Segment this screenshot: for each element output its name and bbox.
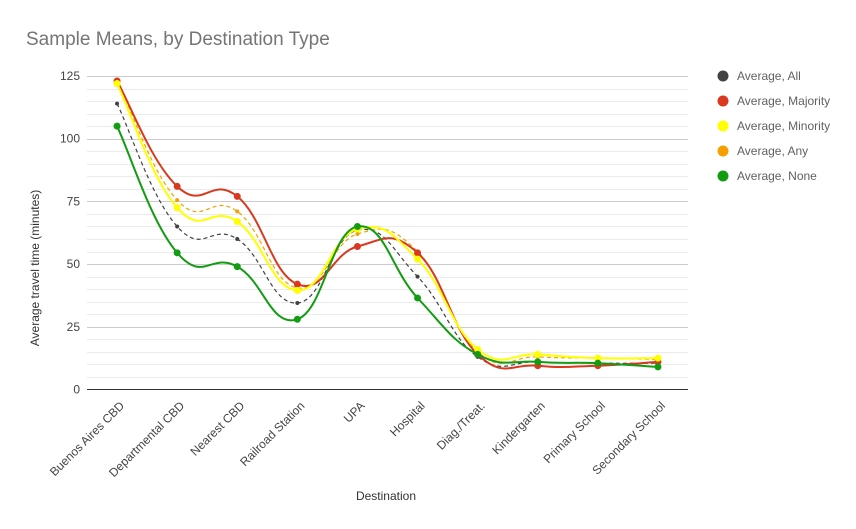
series-line [116,79,659,364]
chart-title: Sample Means, by Destination Type [26,29,330,50]
y-tick-label: 25 [67,320,81,334]
legend-marker [717,170,729,182]
data-point [414,249,422,257]
data-point [173,249,181,257]
x-tick-label: UPA [341,399,368,426]
x-axis-label: Destination [356,489,416,503]
x-tick-label: Railroad Station [237,399,307,469]
data-point [594,359,602,367]
legend-label: Average, Minority [737,119,830,133]
series-points [113,77,662,371]
data-point [293,286,301,294]
data-point [233,217,241,225]
legend: Average, All Average, Majority Average, Mi… [717,69,830,183]
data-point [233,192,241,200]
x-tick-label: Hospital [387,399,428,440]
legend-label: Average, None [737,169,817,183]
y-tick-label: 75 [67,194,81,208]
data-point [233,263,241,271]
data-point [235,237,240,242]
data-point [235,209,240,214]
series-line [116,103,659,367]
data-point [295,300,300,305]
legend-marker [717,95,729,107]
data-point [414,255,422,263]
legend-marker [717,145,729,157]
legend-label: Average, Majority [737,94,830,108]
series-line [116,125,659,368]
data-point [293,280,301,288]
data-point [173,204,181,212]
y-axis-label: Average travel time (minutes) [28,190,42,347]
series-lines [116,79,659,370]
y-tick-label: 50 [67,257,81,271]
legend-marker [717,120,729,132]
series-line [116,80,659,370]
data-point [415,274,420,279]
data-point [175,198,180,203]
data-point [175,224,180,229]
y-axis-ticks: 0 25 50 75 100 125 [60,69,80,397]
data-point [113,122,121,130]
data-point [353,243,361,251]
legend-label: Average, Any [737,144,808,158]
data-point [654,363,662,371]
data-point [355,232,360,237]
data-point [534,350,542,358]
data-point [654,354,662,362]
y-tick-label: 100 [60,132,80,146]
x-tick-label: Kindergarten [489,399,547,457]
y-tick-label: 125 [60,69,80,83]
data-point [534,358,542,366]
data-point [474,345,482,353]
data-point [353,222,361,230]
data-point [113,80,121,88]
legend-marker [717,70,729,82]
y-tick-label: 0 [73,383,80,397]
gridlines [87,76,688,378]
x-tick-label: Nearest CBD [187,398,247,458]
data-point [115,101,120,106]
x-tick-label: Diag./Treat. [434,399,488,453]
data-point [414,294,422,302]
data-point [594,354,602,362]
data-point [293,315,301,323]
legend-label: Average, All [737,69,801,83]
data-point [173,182,181,190]
data-point [474,350,482,358]
series-line [116,83,659,361]
x-tick-label: Primary School [541,399,608,466]
